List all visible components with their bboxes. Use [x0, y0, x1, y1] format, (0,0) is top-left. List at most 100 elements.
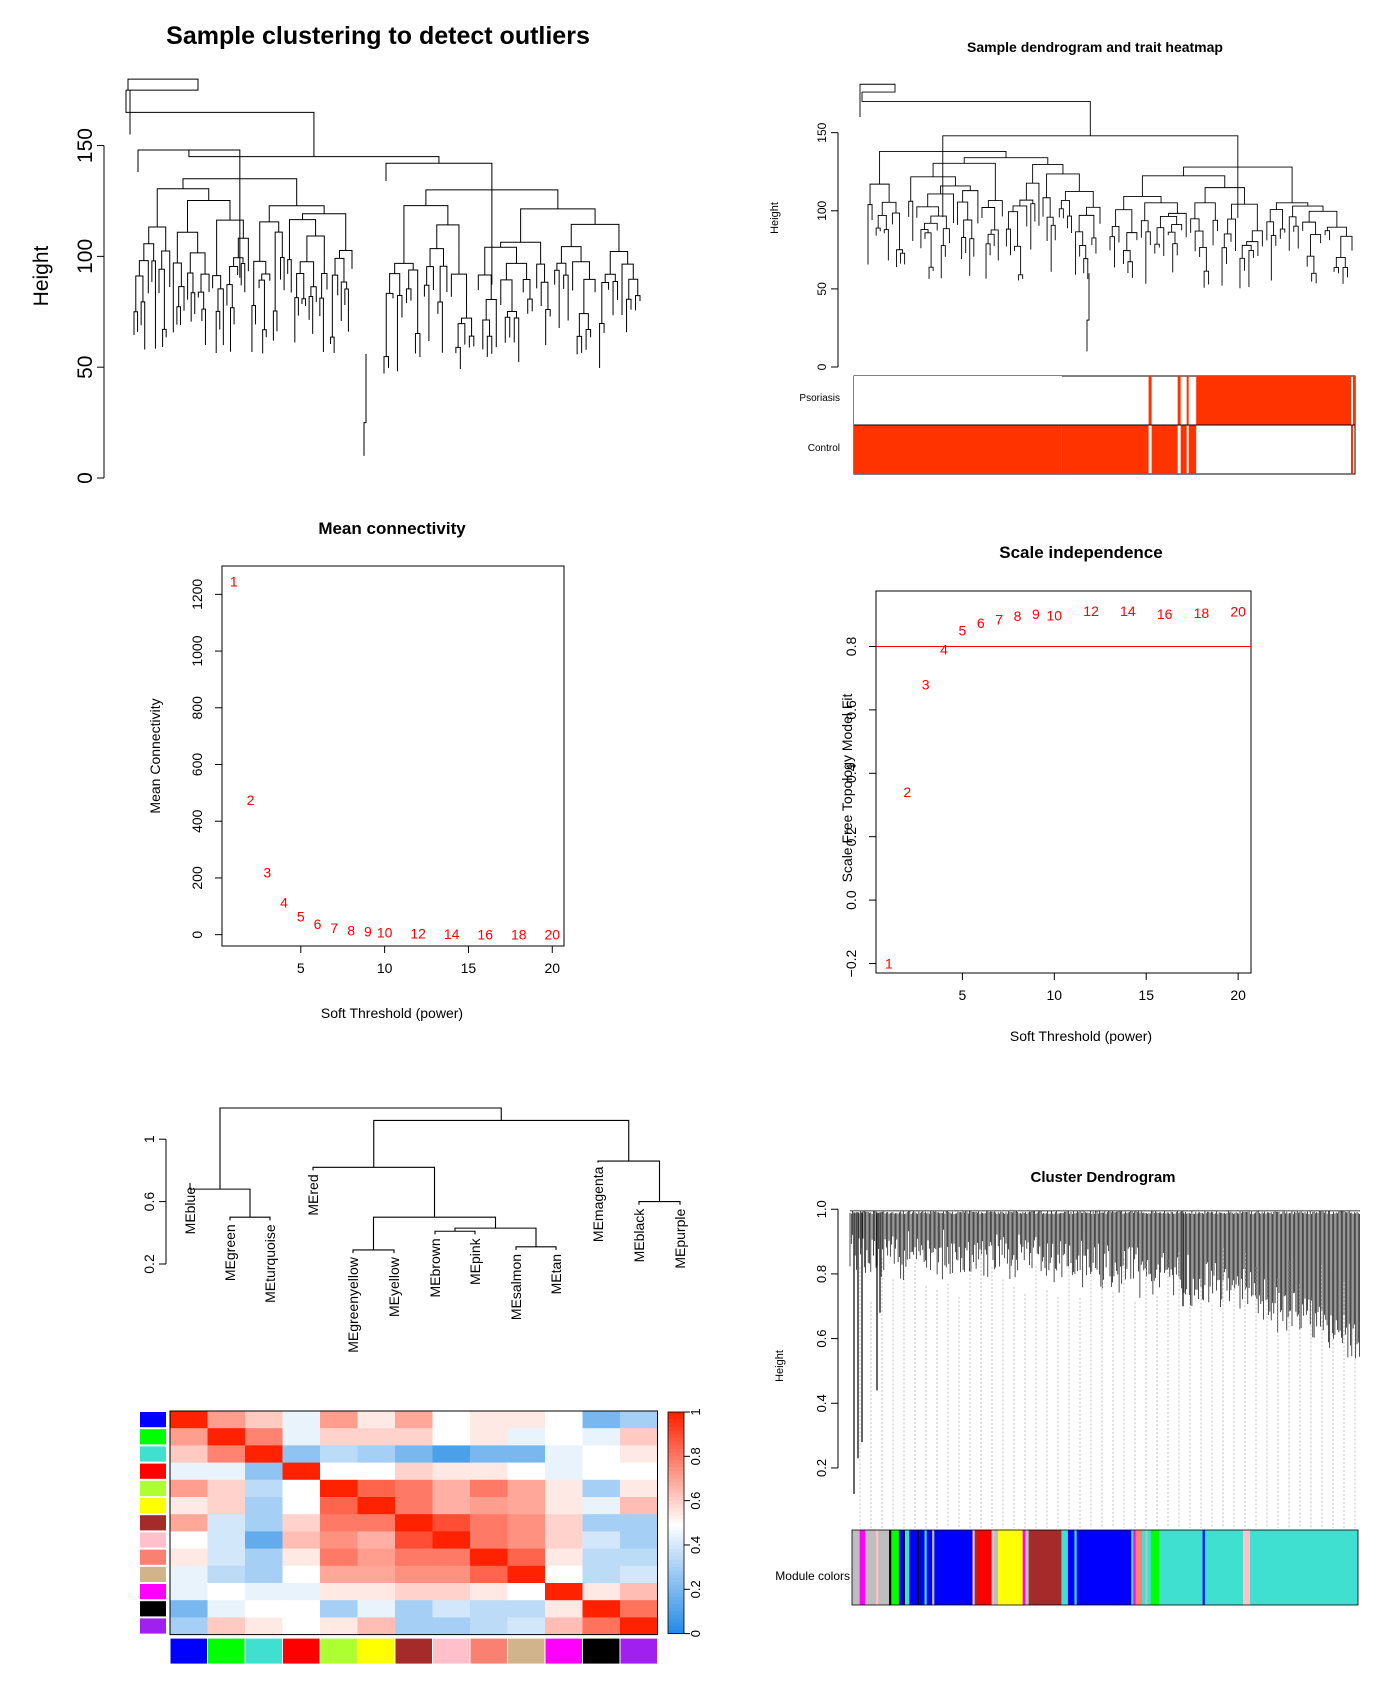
panel-b-branch — [1292, 205, 1324, 217]
colorbar-step — [668, 1412, 684, 1417]
colorbar-tick-label: 1 — [688, 1408, 703, 1415]
panel-b-branch — [1046, 173, 1080, 198]
heatmap-cell — [245, 1462, 283, 1481]
panel-c-y-tick-label: 200 — [189, 866, 205, 890]
heatmap-cell — [282, 1411, 321, 1429]
module-color-segment — [903, 1530, 906, 1605]
panel-a-branch — [437, 301, 443, 353]
panel-g-y-tick-label: 0.4 — [814, 1394, 829, 1412]
panel-c-y-tick-label: 800 — [189, 696, 205, 720]
panel-b-branch — [1050, 224, 1056, 272]
panel-b-y-tick-label: 100 — [815, 200, 829, 220]
panel-e-dendrogram — [189, 1107, 681, 1254]
module-color-segment — [898, 1530, 904, 1605]
heatmap-cell — [170, 1497, 208, 1515]
trait-label-control: Control — [808, 443, 840, 454]
heatmap-cell — [545, 1548, 583, 1567]
panel-b-branch — [1288, 216, 1297, 251]
panel-a-branch — [540, 281, 549, 310]
panel-b-branch — [1340, 235, 1353, 258]
panel-a-branch — [212, 275, 222, 289]
row-module-color — [140, 1498, 166, 1514]
panel-a-branch — [363, 353, 367, 456]
heatmap-cell — [207, 1548, 246, 1567]
panel-a-branch — [321, 272, 328, 299]
panel-b-branch — [1145, 231, 1151, 284]
panel-a-branch — [240, 262, 246, 293]
panel-c-point-label: 6 — [314, 916, 322, 932]
panel-b-branch — [1127, 261, 1133, 278]
trait-label-psoriasis: Psoriasis — [799, 393, 840, 404]
panel-b-branch — [962, 190, 979, 224]
heatmap-cell — [320, 1445, 358, 1463]
panel-b-branch — [940, 185, 971, 194]
heatmap-cell — [207, 1497, 246, 1515]
heatmap-cell — [320, 1600, 358, 1618]
heatmap-cell — [395, 1445, 433, 1463]
colorbar-step — [668, 1552, 684, 1557]
module-color-segment — [1135, 1530, 1143, 1605]
panel-d-point-label: 1 — [885, 955, 893, 971]
colorbar-step — [668, 1452, 684, 1457]
heatmap-cell — [395, 1462, 433, 1481]
panel-a-branch — [201, 308, 206, 345]
panel-b-branch — [1140, 220, 1149, 238]
heatmap-cell — [470, 1565, 508, 1584]
panel-b-branch — [1342, 266, 1348, 284]
panel-a-branch — [188, 150, 440, 164]
panel-e-branch — [434, 1230, 476, 1235]
panel-a-branch — [601, 281, 610, 324]
heatmap-cell — [432, 1565, 471, 1584]
panel-g-ylabel: Height — [774, 1350, 786, 1382]
panel-a-branch — [612, 281, 619, 316]
colorbar-step — [668, 1604, 684, 1609]
panel-a-branch — [200, 273, 210, 293]
heatmap-cell — [357, 1462, 396, 1481]
panel-a-branch — [628, 278, 639, 300]
heatmap-cell — [620, 1531, 658, 1549]
panel-b-branch — [908, 200, 914, 241]
leaf-label-MEblue: MEblue — [182, 1187, 198, 1235]
colorbar-step — [668, 1434, 684, 1439]
panel-d-y-tick-label: 0.0 — [843, 890, 859, 910]
panel-d-point-label: 3 — [922, 676, 930, 692]
heatmap-cell — [507, 1411, 546, 1429]
panel-b-branch — [1019, 199, 1034, 206]
heatmap-cell — [395, 1583, 433, 1601]
panel-a-branch — [500, 279, 513, 312]
trait-cell-psoriasis — [1177, 376, 1181, 425]
panel-b-branch — [1306, 255, 1315, 274]
heatmap-cell — [207, 1462, 246, 1481]
panel-a-branch — [554, 269, 560, 328]
panel-a-branch — [253, 260, 267, 306]
panel-b-branch — [1172, 243, 1178, 273]
module-color-segment — [852, 1530, 860, 1605]
panel-a-branch — [126, 78, 199, 91]
panel-d-point-label: 2 — [903, 784, 911, 800]
trait-cell-control — [1188, 425, 1197, 474]
colorbar-step — [668, 1530, 684, 1535]
heatmap-cell — [282, 1462, 321, 1481]
heatmap-cell — [207, 1411, 246, 1429]
heatmap-cell — [507, 1548, 546, 1567]
panel-d-point-label: 5 — [958, 623, 966, 639]
heatmap-cell — [282, 1531, 321, 1549]
panel-b-branch — [1310, 234, 1322, 257]
colorbar-step — [668, 1567, 684, 1572]
colorbar-step — [668, 1548, 684, 1553]
heatmap-cell — [282, 1479, 321, 1498]
panel-a-branch — [576, 335, 583, 355]
panel-b-branch — [900, 252, 906, 265]
leaf-label-MEpurple: MEpurple — [672, 1209, 688, 1269]
module-color-segment — [891, 1530, 900, 1605]
panel-b-branch — [987, 200, 1003, 217]
panel-b-branch — [1014, 245, 1022, 275]
panel-a-branch — [457, 323, 466, 348]
row-module-color — [140, 1446, 166, 1462]
col-module-color — [395, 1638, 432, 1664]
panel-a-branch — [280, 256, 285, 291]
panel-a-branch — [294, 297, 299, 343]
heatmap-cell — [395, 1428, 433, 1446]
panel-a-branch — [308, 296, 314, 334]
panel-b-branch — [916, 206, 940, 218]
